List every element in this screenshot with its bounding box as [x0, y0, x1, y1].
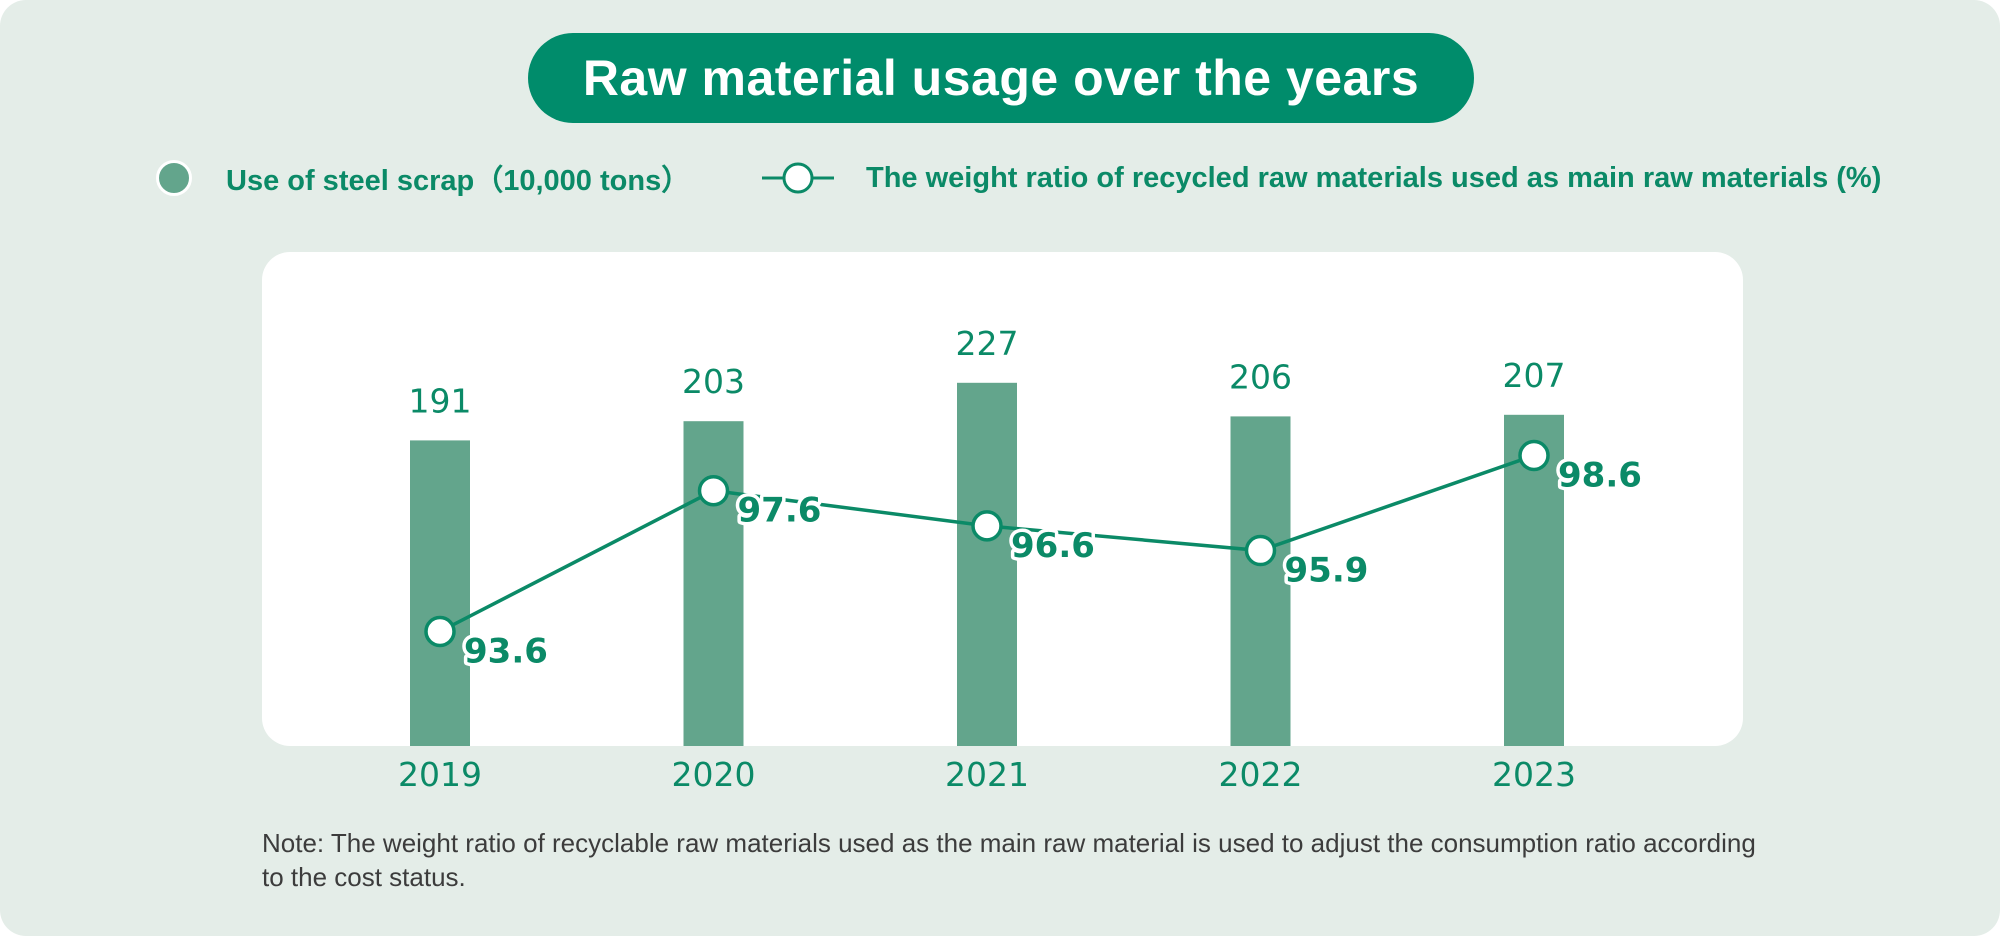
bar-value-label-2020: 203 [682, 362, 745, 401]
legend-line-entry: The weight ratio of recycled raw materia… [762, 150, 1881, 206]
line-point-2019 [424, 615, 456, 648]
bar-value-label-2022: 206 [1229, 357, 1292, 396]
line-point-2021 [971, 510, 1003, 542]
bar-2022 [1230, 416, 1291, 746]
bar-value-label-2023: 207 [1503, 356, 1566, 395]
bar-value-label-2021: 227 [956, 324, 1019, 363]
line-value-label-2020: 97.6 [738, 491, 822, 531]
legend-bar-marker-icon [156, 160, 192, 196]
x-tick-label-2019: 2019 [398, 755, 482, 794]
line-point-2020 [697, 474, 730, 507]
footnote: Note: The weight ratio of recyclable raw… [262, 828, 1756, 892]
line-value-label-2022: 95.9 [1285, 551, 1369, 591]
x-tick-label-2020: 2020 [672, 755, 756, 794]
legend-bar-entry: Use of steel scrap（10,000 tons） [156, 150, 690, 206]
legend-bar-label: Use of steel scrap（10,000 tons） [226, 165, 691, 197]
x-tick-label-2023: 2023 [1492, 755, 1576, 794]
bar-2021 [957, 382, 1017, 746]
bar-2019 [410, 440, 470, 746]
line-point-2023 [1518, 439, 1550, 472]
legend-line-marker-icon [762, 162, 834, 194]
bar-value-label-2019: 191 [409, 381, 472, 420]
legend-line-label: The weight ratio of recycled raw materia… [866, 161, 1882, 194]
x-tick-label-2022: 2022 [1219, 755, 1303, 794]
x-tick-label-2021: 2021 [945, 755, 1029, 794]
line-value-label-2021: 96.6 [1011, 526, 1095, 566]
line-point-2022 [1244, 534, 1277, 567]
line-value-label-2019: 93.6 [464, 632, 548, 672]
bar-2020 [683, 421, 744, 746]
line-value-label-2023: 98.6 [1558, 456, 1642, 496]
chart-title: Raw material usage over the years [528, 33, 1474, 123]
